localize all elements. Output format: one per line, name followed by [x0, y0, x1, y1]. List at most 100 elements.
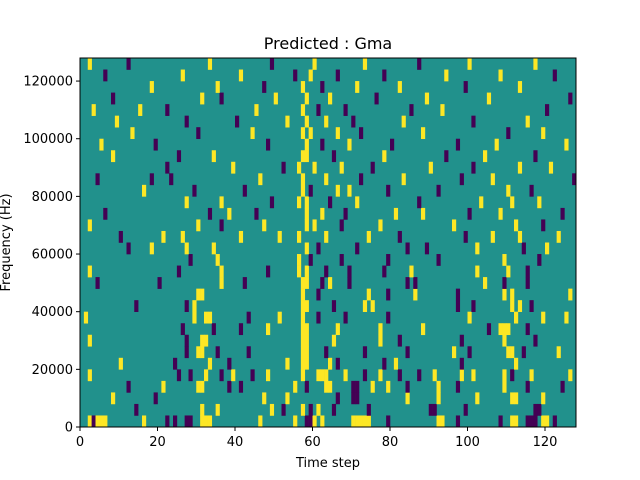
heatmap-cell-high [328, 357, 333, 370]
heatmap-cell-high [490, 173, 495, 186]
heatmap-cell-high [200, 92, 205, 105]
heatmap-cell-high [517, 161, 523, 174]
heatmap-cell-low [335, 392, 340, 405]
heatmap-cell-high [498, 207, 503, 220]
heatmap-cell-high [514, 357, 519, 370]
heatmap-cell-low [541, 219, 546, 232]
heatmap-cell-high [471, 369, 476, 382]
heatmap-cell-high [486, 92, 492, 105]
heatmap-cell-low [359, 127, 364, 140]
heatmap-cell-low [533, 334, 538, 347]
heatmap-cell-high [300, 81, 306, 93]
heatmap-cell-high [304, 300, 309, 312]
heatmap-cell-high [436, 392, 441, 405]
heatmap-cell-low [537, 403, 542, 416]
heatmap-cell-high [568, 288, 573, 301]
heatmap-cell-high [316, 369, 321, 382]
heatmap-cell-low [405, 277, 410, 289]
heatmap-cell-low [157, 277, 162, 289]
heatmap-cell-low [149, 173, 154, 186]
heatmap-cell-low [351, 380, 356, 393]
heatmap-cell-low [320, 277, 325, 289]
heatmap-cell-high [355, 81, 360, 93]
heatmap-cell-high [475, 265, 480, 278]
heatmap-cell-high [370, 380, 375, 393]
heatmap-cell-low [242, 184, 247, 197]
heatmap-cell-high [149, 81, 154, 93]
heatmap-cell-high [510, 196, 515, 209]
heatmap-cell-low [386, 184, 391, 197]
heatmap-cell-high [103, 415, 108, 428]
plot-area [79, 57, 577, 428]
heatmap-cell-low [153, 138, 158, 151]
heatmap-cell-high [204, 311, 209, 324]
heatmap-cell-low [304, 415, 309, 428]
heatmap-cell-low [471, 161, 476, 174]
heatmap-cell-high [300, 346, 306, 359]
heatmap-cell-low [370, 161, 375, 174]
heatmap-cell-low [316, 104, 321, 116]
heatmap-cell-high [258, 415, 263, 428]
heatmap-cell-high [266, 369, 271, 382]
heatmap-cell-high [130, 127, 135, 140]
heatmap-cell-low [382, 357, 387, 370]
heatmap-cell-high [541, 392, 546, 405]
x-axis-ticks: 0 20 40 60 80 100 120 [76, 427, 557, 450]
heatmap-cell-low [331, 300, 337, 312]
heatmap-cell-high [111, 392, 116, 405]
heatmap-cell-low [405, 346, 410, 359]
heatmap-cell-high [362, 58, 368, 70]
heatmap-cell-high [262, 392, 267, 405]
heatmap-cell-high [297, 196, 302, 209]
heatmap-cell-low [238, 323, 244, 336]
heatmap-cell-low [362, 369, 368, 382]
heatmap-cell-low [246, 311, 251, 324]
heatmap-cell-high [548, 161, 554, 174]
heatmap-cell-high [483, 277, 488, 289]
heatmap-cell-high [304, 207, 309, 220]
heatmap-cell-low [471, 115, 476, 128]
heatmap-cell-low [463, 230, 468, 243]
heatmap-cell-high [149, 242, 154, 255]
heatmap-cell-high [452, 219, 457, 232]
heatmap-cell-high [324, 369, 329, 382]
heatmap-cell-low [184, 415, 189, 428]
heatmap-cell-high [533, 58, 538, 70]
heatmap-cell-high [479, 196, 484, 209]
heatmap-cell-high [204, 334, 209, 347]
heatmap-cell-low [196, 127, 201, 140]
heatmap-cell-high [545, 415, 550, 428]
heatmap-cell-high [192, 311, 197, 324]
heatmap-cell-low [409, 104, 414, 116]
heatmap-cell-high [502, 323, 507, 336]
x-tick-label: 60 [304, 435, 321, 450]
heatmap-cell-high [254, 104, 259, 116]
heatmap-cell-high [293, 380, 298, 393]
heatmap-cell-low [227, 380, 232, 393]
heatmap-cell-low [184, 115, 189, 128]
heatmap-cell-low [165, 161, 170, 174]
heatmap-cell-low [331, 150, 337, 163]
heatmap-cell-low [262, 81, 267, 93]
heatmap-cell-low [390, 138, 395, 151]
heatmap-cell-low [343, 104, 348, 116]
heatmap-cell-low [134, 300, 139, 312]
heatmap-cell-high [300, 334, 306, 347]
heatmap-cell-high [328, 277, 333, 289]
heatmap-cell-low [281, 161, 286, 174]
heatmap-cell-high [324, 230, 329, 243]
heatmap-cell-low [111, 92, 116, 105]
heatmap-cell-high [215, 254, 220, 266]
heatmap-cell-high [517, 230, 523, 243]
heatmap-cell-low [192, 184, 197, 197]
heatmap-cell-low [455, 415, 461, 428]
heatmap-cell-high [285, 115, 290, 128]
heatmap-cell-low [184, 346, 189, 359]
x-tick-label: 80 [382, 435, 399, 450]
heatmap-cell-low [351, 392, 356, 405]
y-tick-label: 100000 [23, 132, 73, 147]
heatmap-cell-high [304, 357, 309, 370]
heatmap-cell-high [184, 242, 189, 255]
chart-title: Predicted : Gma [264, 34, 392, 53]
heatmap-cell-low [165, 104, 170, 116]
